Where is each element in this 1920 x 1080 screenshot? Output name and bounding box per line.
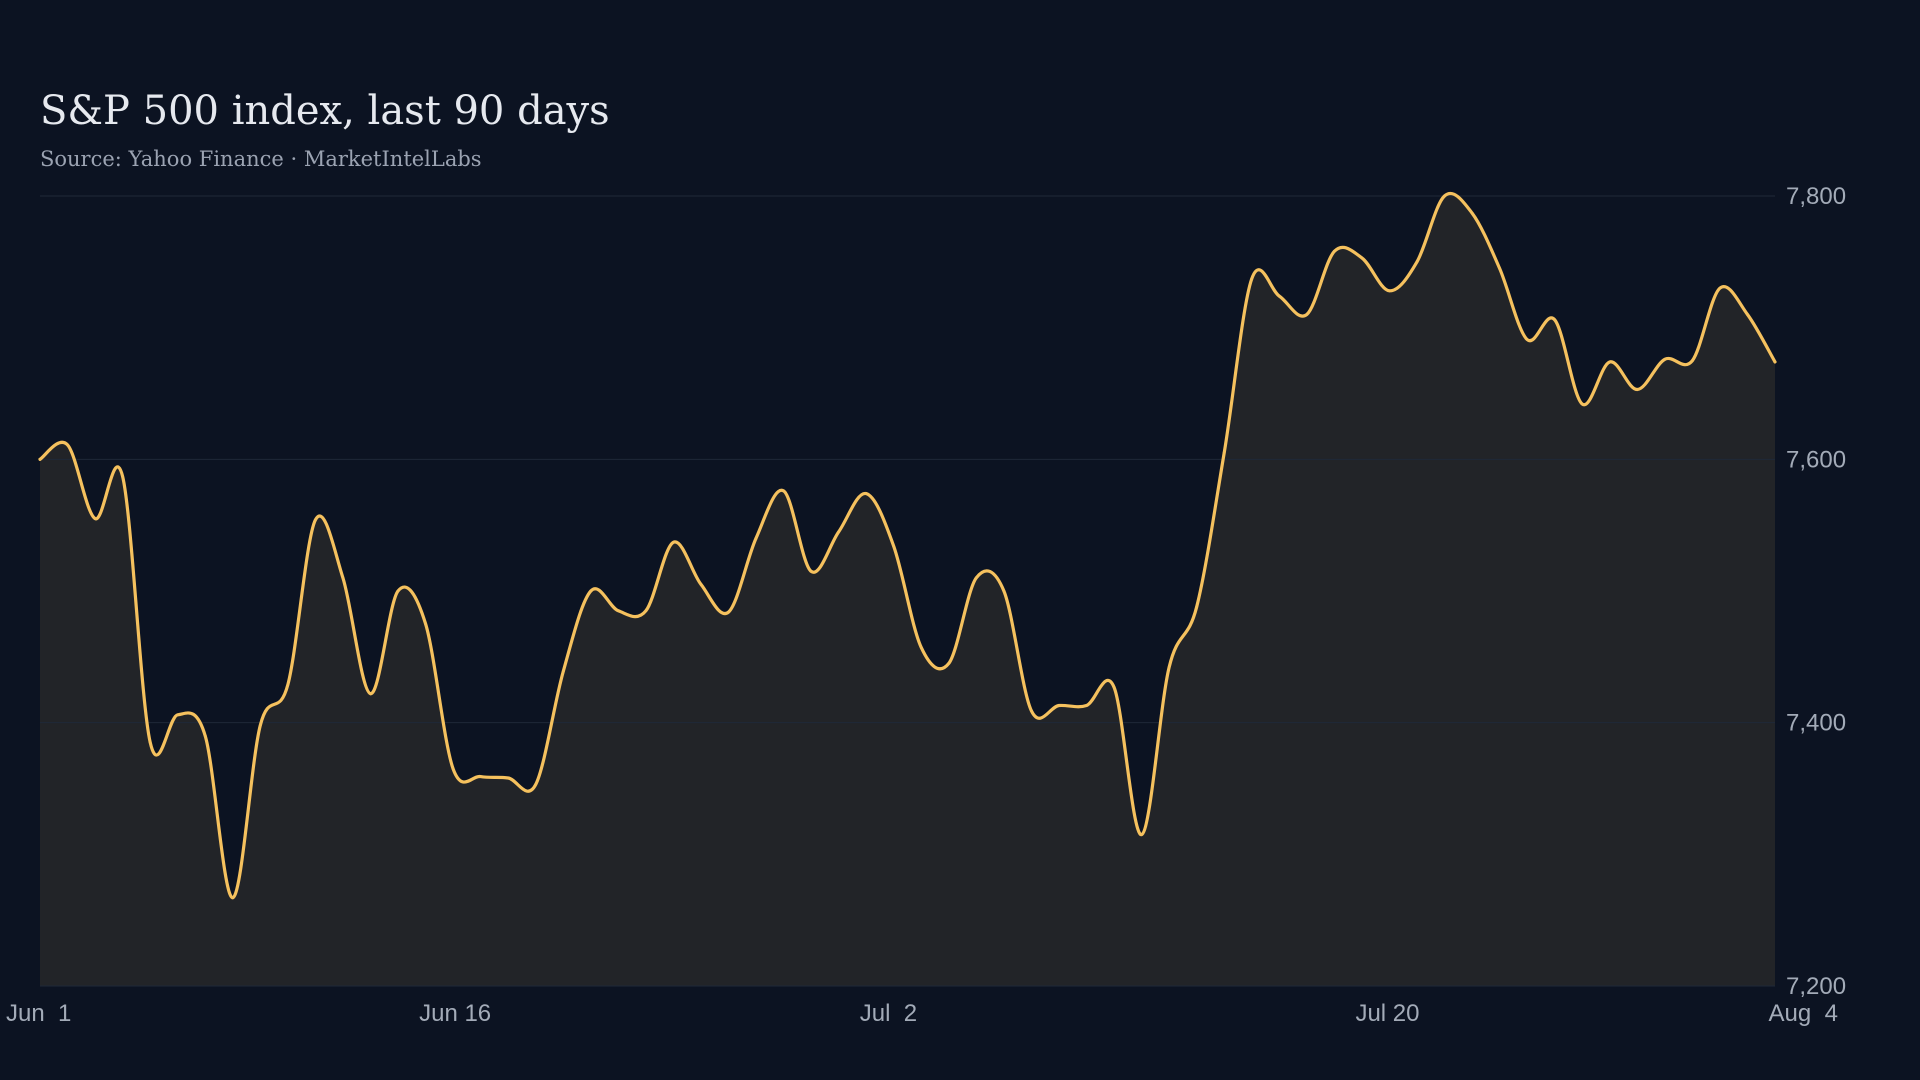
- data-point: [341, 576, 345, 580]
- chart-title: S&P 500 index, last 90 days: [40, 88, 610, 134]
- data-point: [754, 536, 758, 540]
- data-point: [1443, 194, 1446, 198]
- area-fill: [40, 193, 1775, 987]
- data-point: [1222, 451, 1226, 455]
- data-point: [286, 683, 290, 686]
- data-point: [616, 609, 620, 613]
- data-point: [1690, 359, 1694, 362]
- x-tick-label: Jul 2: [860, 1000, 917, 1027]
- data-point: [1167, 665, 1171, 669]
- data-point: [506, 776, 510, 780]
- data-point: [589, 589, 593, 593]
- data-point: [1085, 704, 1088, 707]
- data-point: [1002, 589, 1006, 593]
- data-point: [1773, 360, 1777, 364]
- data-point: [1718, 286, 1722, 290]
- y-tick-label: 7,800: [1786, 183, 1846, 210]
- data-point: [1360, 256, 1364, 260]
- data-point: [727, 610, 730, 614]
- data-point: [1746, 313, 1749, 316]
- x-tick-label: Jun 1: [6, 1000, 71, 1027]
- data-point: [644, 609, 648, 613]
- data-point: [947, 662, 951, 665]
- data-point: [837, 530, 841, 534]
- data-point: [534, 783, 538, 786]
- data-point: [176, 713, 180, 717]
- data-point: [672, 540, 675, 544]
- data-point: [1525, 338, 1529, 341]
- x-tick-label: Jul 20: [1355, 1000, 1419, 1027]
- data-point: [1332, 249, 1336, 253]
- data-point: [1112, 685, 1116, 689]
- y-tick-label: 7,200: [1786, 973, 1846, 1000]
- data-point: [1388, 289, 1391, 293]
- data-point: [231, 896, 235, 900]
- data-point: [1195, 605, 1199, 609]
- data-point: [1580, 402, 1584, 406]
- data-point: [1415, 260, 1419, 264]
- data-point: [396, 589, 400, 593]
- data-point: [93, 517, 97, 520]
- data-point: [1250, 277, 1254, 281]
- data-point: [1553, 318, 1557, 322]
- data-point: [38, 457, 42, 461]
- data-point: [203, 734, 207, 738]
- data-point: [1140, 833, 1143, 836]
- data-point: [892, 544, 896, 548]
- data-point: [424, 622, 427, 626]
- data-point: [1305, 313, 1309, 316]
- data-point: [1663, 357, 1667, 361]
- data-point: [148, 741, 152, 744]
- data-point: [782, 489, 785, 493]
- data-point: [1635, 388, 1639, 391]
- data-point: [1498, 267, 1502, 270]
- data-point: [121, 475, 125, 478]
- data-point: [561, 669, 565, 673]
- data-point: [919, 646, 923, 650]
- data-point: [479, 775, 483, 779]
- data-point: [451, 767, 455, 771]
- data-point: [1608, 360, 1612, 364]
- data-point: [1470, 211, 1474, 215]
- chart-subtitle: Source: Yahoo Finance · MarketIntelLabs: [40, 147, 482, 171]
- data-point: [1030, 709, 1033, 713]
- x-tick-label: Aug 4: [1769, 1000, 1838, 1027]
- y-tick-label: 7,400: [1786, 710, 1846, 737]
- data-point: [369, 692, 372, 696]
- data-point: [864, 492, 868, 495]
- data-point: [258, 723, 262, 727]
- data-point: [699, 583, 703, 586]
- data-point: [974, 576, 978, 580]
- y-tick-label: 7,600: [1786, 446, 1846, 473]
- x-tick-label: Jun 16: [419, 1000, 491, 1027]
- data-point: [313, 518, 317, 522]
- data-point: [1277, 294, 1281, 298]
- data-point: [809, 569, 813, 573]
- data-point: [1057, 704, 1061, 707]
- data-point: [66, 443, 69, 447]
